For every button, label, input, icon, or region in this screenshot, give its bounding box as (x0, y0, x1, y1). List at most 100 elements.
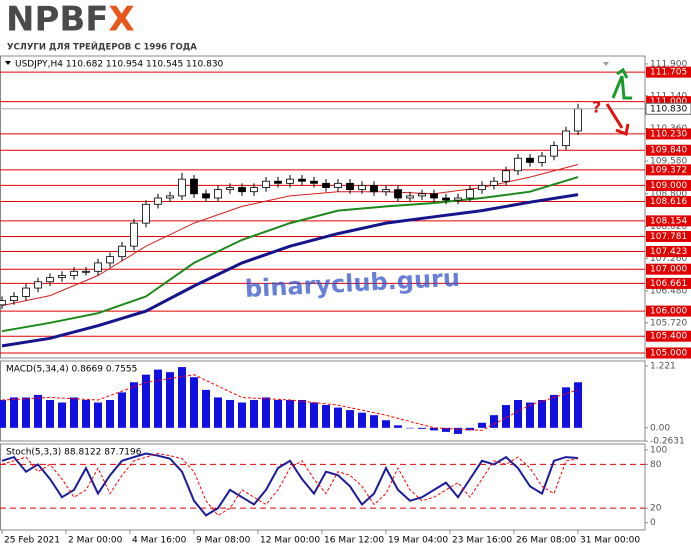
y-tick-label: 107.260 (650, 254, 687, 264)
macd-bar (562, 387, 570, 428)
level-label-box (646, 144, 691, 156)
level-label: 108.616 (650, 197, 687, 207)
last-price-box (645, 102, 691, 115)
level-label: 105.400 (650, 332, 687, 342)
candle-body (310, 180, 318, 184)
macd-bar (214, 397, 222, 428)
macd-bar (142, 374, 150, 428)
y-tick-label: 111.900 (650, 59, 687, 69)
candle-body (238, 187, 246, 193)
macd-bar (178, 367, 186, 428)
x-tick-label: 19 Mar 04:00 (388, 536, 448, 546)
moving-average (1, 193, 579, 348)
panel-title: USDJPY,H4 110.682 110.954 110.545 110.83… (15, 60, 224, 70)
candle-body (502, 170, 510, 182)
macd-bar (202, 389, 210, 428)
candle-body (82, 270, 90, 273)
macd-bar (22, 397, 30, 428)
macd-bar (334, 407, 342, 428)
level-label: 105.000 (650, 348, 687, 358)
level-label-box (646, 164, 691, 176)
macd-bar (46, 399, 54, 428)
macd-bar (166, 372, 174, 428)
macd-bar (154, 369, 162, 428)
annotation: ? (592, 98, 601, 117)
level-label-box (646, 330, 691, 342)
macd-bar (226, 399, 234, 428)
candle-body (466, 189, 474, 199)
level-label: 110.230 (650, 129, 687, 139)
candle-body (0, 300, 6, 306)
candle-body (574, 108, 582, 132)
y-tick-label: 20 (650, 504, 662, 514)
macd-bar (94, 402, 102, 428)
macd-bar (274, 399, 282, 428)
candle-body (358, 185, 366, 191)
stoch-line (1, 452, 579, 517)
level-label: 109.000 (650, 181, 687, 191)
x-tick-label: 31 Mar 00:00 (580, 536, 640, 546)
y-tick-label: 108.020 (650, 222, 687, 232)
macd-bar (262, 397, 270, 428)
candle-body (34, 281, 42, 289)
candle-body (346, 182, 354, 191)
candle-body (226, 187, 234, 191)
candle-body (478, 185, 486, 191)
candle-body (370, 185, 378, 193)
up-arrow (611, 67, 632, 100)
level-label: 111.000 (650, 97, 687, 107)
candle-body (70, 270, 78, 276)
panel-frame (0, 55, 646, 359)
candle-body (214, 189, 222, 199)
macd-bar (418, 427, 426, 429)
level-label: 109.840 (650, 146, 687, 156)
level-label-box (646, 179, 691, 191)
macd-bar (298, 399, 306, 428)
moving-average (1, 176, 579, 333)
candle-body (430, 193, 438, 199)
macd-bar (34, 394, 42, 428)
candle-body (142, 203, 150, 224)
y-tick-label: 108.800 (650, 189, 687, 199)
macd-bar (118, 392, 126, 428)
y-tick-label: 0 (650, 518, 656, 528)
macd-bar (394, 425, 402, 428)
candle-body (94, 262, 102, 272)
macd-signal (1, 374, 579, 431)
macd-bar (382, 420, 390, 428)
macd-bar (538, 399, 546, 428)
title-marker (5, 61, 11, 65)
y-tick-label: 1.221 (650, 362, 676, 372)
level-label-box (646, 66, 691, 78)
y-tick-label: 109.580 (650, 157, 687, 167)
candle-body (490, 180, 498, 186)
level-label-box (646, 347, 691, 359)
candle-body (394, 189, 402, 199)
candle-body (178, 178, 186, 197)
macd-bar (454, 427, 462, 434)
macd-bar (502, 405, 510, 428)
candle-body (274, 180, 282, 184)
candle-body (46, 277, 54, 283)
macd-bar (0, 399, 6, 428)
level-label-box (646, 263, 691, 275)
candle-body (550, 145, 558, 157)
x-tick-label: 9 Mar 08:00 (196, 536, 251, 546)
macd-bar (406, 427, 414, 429)
stoch-line (1, 452, 579, 517)
y-tick-label: 106.480 (650, 286, 687, 296)
macd-bar (238, 402, 246, 428)
macd-bar (190, 377, 198, 428)
macd-bar (370, 415, 378, 428)
level-label-box (646, 305, 691, 317)
y-tick-label: 100 (650, 445, 667, 455)
y-tick-label: 105.720 (650, 318, 687, 328)
level-label: 107.000 (650, 265, 687, 275)
menu-triangle (603, 62, 609, 66)
candle-body (454, 197, 462, 201)
candle-body (334, 182, 342, 188)
level-label: 107.423 (650, 247, 687, 257)
logo-tagline: УСЛУГИ ДЛЯ ТРЕЙДЕРОВ С 1996 ГОДА (7, 41, 197, 53)
macd-bar (574, 382, 582, 428)
